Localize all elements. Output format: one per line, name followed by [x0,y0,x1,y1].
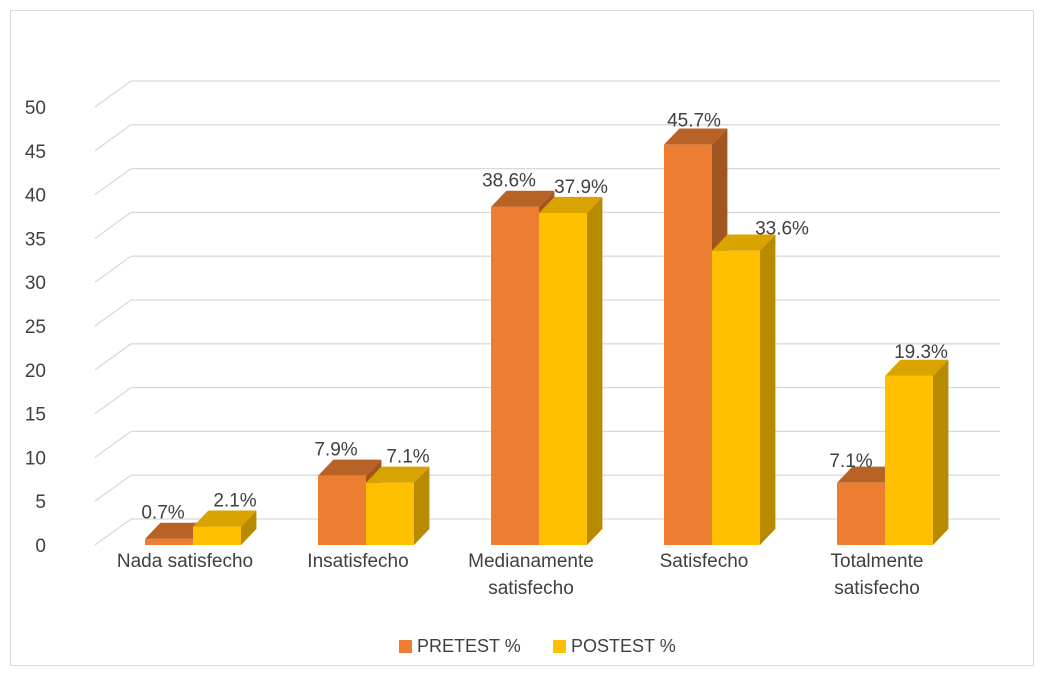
bar-front [318,475,366,545]
gridline-depth [94,518,132,546]
x-category-line: satisfecho [488,578,574,599]
x-category-line: Totalmente [831,551,924,572]
gridline-depth [94,474,132,502]
x-category-line: Medianamente [468,551,594,572]
bar-side [933,359,949,545]
x-category-line: satisfecho [834,578,920,599]
bar-front [491,206,539,545]
data-label: 7.9% [314,440,357,461]
legend-swatch [553,640,566,653]
bar-side [587,196,603,545]
data-labels: 0.7% 7.9% 38.6% 45.7% 7.1% 2.1% 7.1% 37.9% 33.6%… [141,111,948,524]
gridline-depth [94,299,132,327]
data-label: 33.6% [755,219,809,240]
bar-side [760,234,776,545]
gridline-depth [94,387,132,415]
legend-label: PRETEST % [417,636,521,656]
data-label: 45.7% [667,111,721,132]
x-category-line: Satisfecho [660,551,749,572]
bar-top [712,234,776,251]
bar-top [145,522,209,539]
bar-side [241,510,257,545]
y-tick-label: 30 [25,273,46,294]
x-category-label: Medianamente satisfecho [468,551,594,599]
bar-front [712,250,760,545]
data-label: 2.1% [213,490,256,511]
data-label: 37.9% [554,177,608,198]
legend-item: POSTEST % [553,636,676,656]
x-category-label: Insatisfecho [307,551,408,572]
data-label: 38.6% [482,171,536,192]
bar-top [366,466,430,483]
bar-front [885,375,933,545]
bar [712,234,776,545]
bar-top [885,359,949,376]
bar [193,510,257,545]
data-label: 7.1% [829,451,872,472]
gridline-depth [94,211,132,239]
x-category-line: Nada satisfecho [117,551,253,572]
data-label: 7.1% [386,447,429,468]
legend-swatch [399,640,412,653]
gridline-depth [94,255,132,283]
bar [366,466,430,545]
y-tick-label: 15 [25,405,46,426]
bar [539,196,603,545]
y-tick-label: 10 [25,448,46,469]
bar-front [664,144,712,545]
bar-top [837,466,901,483]
gridline-depth [94,124,132,152]
bar-front [837,482,885,545]
bar-top [664,128,728,145]
bar-front [366,482,414,545]
bar-front [193,526,241,545]
gridline-depth [94,168,132,196]
bar-top [193,510,257,527]
y-tick-label: 0 [35,536,46,557]
y-tick-label: 40 [25,186,46,207]
y-tick-label: 5 [35,492,46,513]
y-tick-label: 50 [25,98,46,119]
bar-side [414,466,430,545]
gridline-depth [94,343,132,371]
legend-item: PRETEST % [399,636,521,656]
bar-front [539,212,587,545]
bar-top [539,196,603,213]
y-tick-label: 45 [25,142,46,163]
y-tick-label: 20 [25,361,46,382]
y-tick-label: 35 [25,229,46,250]
x-category-label: Satisfecho [660,551,749,572]
bars [145,128,949,545]
bar-front [145,538,193,545]
x-category-label: Nada satisfecho [117,551,253,572]
x-category-line: Insatisfecho [307,551,408,572]
gridline-depth [94,430,132,458]
bar-top [491,190,555,207]
y-axis-ticks: 0 5 10 15 20 25 30 35 40 45 50 [25,98,46,557]
bar [885,359,949,545]
x-category-label: Totalmente satisfecho [831,551,924,599]
data-label: 19.3% [894,342,948,363]
y-tick-label: 25 [25,317,46,338]
bar-top [318,459,382,476]
gridline-depth [94,80,132,108]
data-label: 0.7% [141,503,184,524]
legend-label: POSTEST % [571,636,676,656]
legend: PRETEST % POSTEST % [399,636,676,656]
x-axis-categories: Nada satisfecho Insatisfecho Medianamente s… [117,551,924,599]
